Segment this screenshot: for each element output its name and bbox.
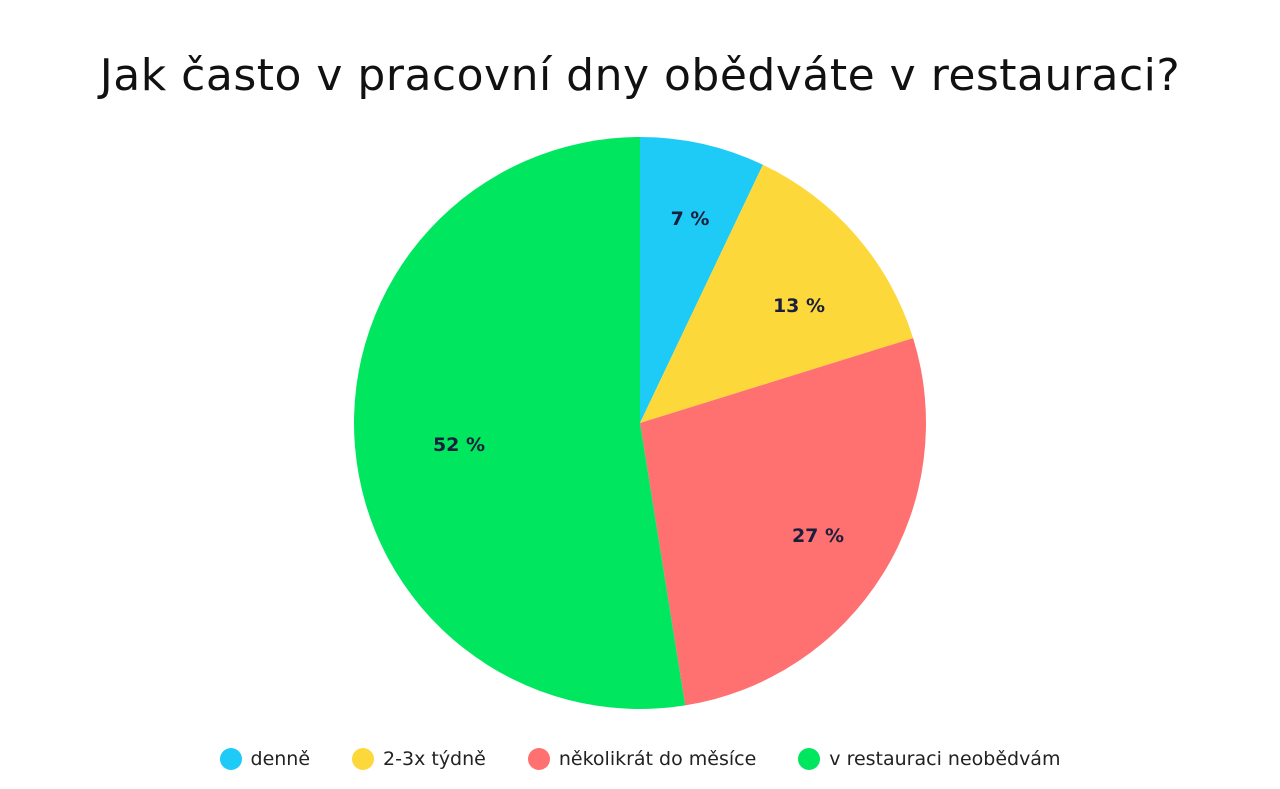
- slice-label-denne: 7 %: [670, 208, 710, 230]
- pie-slice-neobedvam[interactable]: [354, 137, 686, 709]
- pie-slice-nekolikrat[interactable]: [640, 338, 926, 706]
- legend-item-neobedvam[interactable]: v restauraci neobědvám: [798, 748, 1060, 770]
- legend-swatch-icon: [352, 748, 375, 770]
- legend-label: 2-3x týdně: [383, 748, 486, 770]
- legend-item-nekolikrat[interactable]: několikrát do měsíce: [527, 748, 757, 770]
- slice-label-2-3x-tydne: 13 %: [772, 295, 826, 317]
- legend-swatch-icon: [527, 748, 550, 770]
- legend-item-2-3x-tydne[interactable]: 2-3x týdně: [352, 748, 486, 770]
- pie-slice-2-3x-tydne[interactable]: [640, 164, 914, 424]
- legend-swatch-icon: [798, 748, 821, 770]
- legend: denně 2-3x týdně několikrát do měsíce v …: [0, 748, 1280, 770]
- legend-swatch-icon: [219, 748, 242, 770]
- slice-label-nekolikrat: 27 %: [791, 525, 845, 547]
- pie-slice-denne[interactable]: [640, 137, 763, 423]
- legend-label: několikrát do měsíce: [558, 748, 757, 770]
- slice-label-neobedvam: 52 %: [432, 434, 486, 456]
- chart-title: Jak často v pracovní dny obědváte v rest…: [99, 50, 1181, 101]
- legend-label: denně: [250, 748, 311, 770]
- legend-item-denne[interactable]: denně: [219, 748, 311, 770]
- legend-label: v restauraci neobědvám: [829, 748, 1061, 770]
